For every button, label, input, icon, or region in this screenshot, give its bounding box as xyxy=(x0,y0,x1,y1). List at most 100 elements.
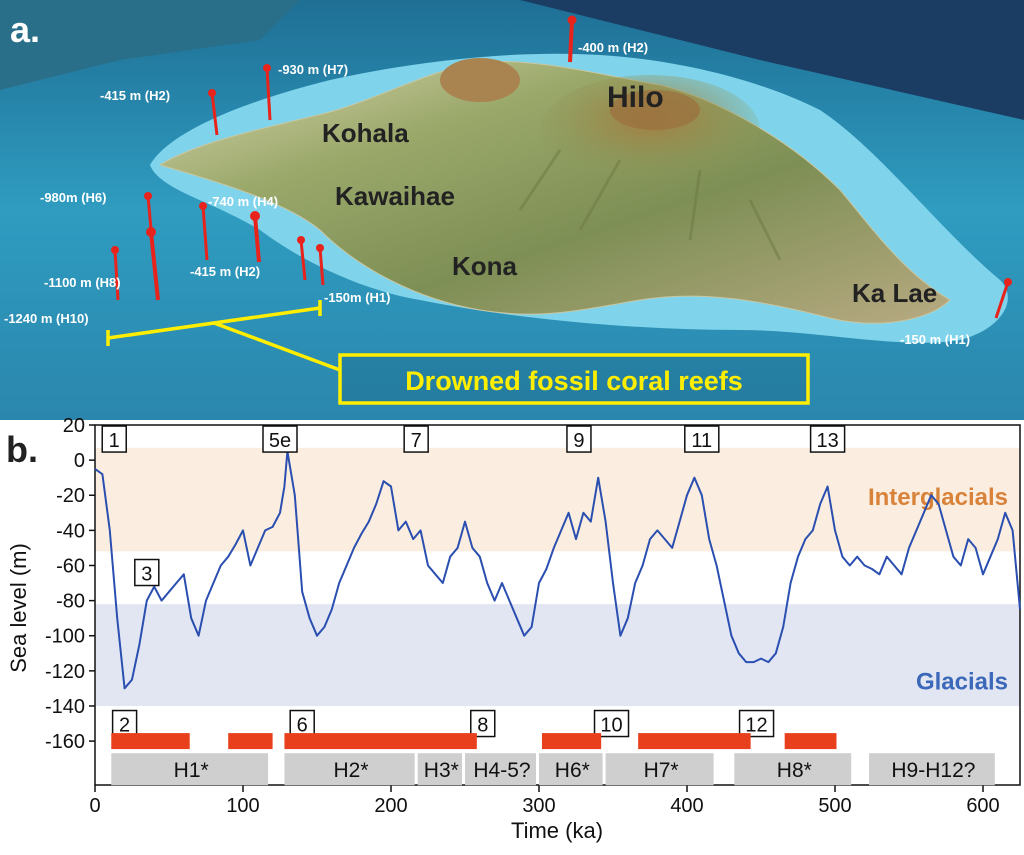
reef-unit-bar xyxy=(539,753,603,786)
mis-label: 1 xyxy=(109,430,120,452)
reef-unit-label: H8* xyxy=(777,759,812,782)
band-0 xyxy=(95,447,1020,552)
x-tick-label: 200 xyxy=(374,795,407,817)
depth-label: -415 m (H2) xyxy=(190,264,260,279)
depth-label: -740 m (H4) xyxy=(208,194,278,209)
reef-marker xyxy=(994,278,1012,319)
mis-label: 7 xyxy=(411,430,422,452)
kohala-peak xyxy=(440,58,520,102)
band-1 xyxy=(95,604,1020,706)
reef-unit-bar xyxy=(734,753,852,786)
x-tick-label: 500 xyxy=(818,795,851,817)
y-tick-label: -20 xyxy=(56,485,85,507)
place-kona: Kona xyxy=(452,251,518,281)
reef-unit-label: H7* xyxy=(644,759,679,782)
y-tick-label: 0 xyxy=(74,450,85,472)
depth-label: -1100 m (H8) xyxy=(44,275,121,290)
depth-label: -400 m (H2) xyxy=(578,40,648,55)
band-label: Glacials xyxy=(916,669,1008,696)
panel-b-label: b. xyxy=(6,429,38,470)
reef-unit-label: H4-5? xyxy=(473,759,530,782)
mis-box xyxy=(289,709,315,738)
reef-unit-bar xyxy=(605,753,714,786)
depth-labels: -400 m (H2) -930 m (H7) -415 m (H2) -980… xyxy=(4,40,970,347)
reef-unit-label: H1* xyxy=(174,759,209,782)
reef-unit-bar xyxy=(284,753,415,786)
depth-label: -150 m (H1) xyxy=(900,332,970,347)
depth-label: -930 m (H7) xyxy=(278,62,348,77)
y-tick-label: -100 xyxy=(45,626,85,648)
mis-box xyxy=(738,709,775,738)
x-tick-label: 100 xyxy=(226,795,259,817)
reef-unit-bar xyxy=(869,753,995,786)
y-tick-label: -60 xyxy=(56,555,85,577)
panel-a-map: a. Hilo Kohala Kawaihae Kona Ka Lae -400… xyxy=(0,0,1024,420)
highstand-bar xyxy=(111,733,190,750)
x-tick-label: 400 xyxy=(670,795,703,817)
mis-label: 13 xyxy=(816,430,838,452)
reef-marker xyxy=(146,227,160,301)
mis-label: 10 xyxy=(600,715,622,737)
mis-box xyxy=(593,709,630,738)
callout-lines xyxy=(106,300,341,372)
mis-box xyxy=(470,709,496,738)
reef-marker xyxy=(567,15,577,63)
callout-box xyxy=(338,353,810,405)
mis-label: 8 xyxy=(477,715,488,737)
mis-box xyxy=(134,558,160,587)
mis-label: 9 xyxy=(573,430,584,452)
reef-unit-bar xyxy=(417,753,462,786)
highstand-bar xyxy=(228,733,273,750)
reef-unit-bar xyxy=(465,753,536,786)
mis-box xyxy=(262,425,298,453)
deep-ocean-west xyxy=(0,0,300,90)
reef-unit-label: H3* xyxy=(424,759,459,782)
lava-flows xyxy=(518,149,782,261)
callout-text: Drowned fossil coral reefs xyxy=(405,366,743,396)
mis-box xyxy=(566,425,592,453)
reef-marker xyxy=(250,211,261,263)
reef-marker xyxy=(208,89,219,136)
x-tick-label: 600 xyxy=(966,795,999,817)
place-ka-lae: Ka Lae xyxy=(852,278,937,308)
sea-level-line xyxy=(94,450,1021,690)
depth-label: -150m (H1) xyxy=(324,290,390,305)
mis-box xyxy=(101,425,127,453)
mis-box xyxy=(403,425,429,453)
mis-box xyxy=(111,709,138,738)
mis-label: 11 xyxy=(691,430,712,452)
mis-label: 3 xyxy=(141,564,152,586)
x-tick-label: 300 xyxy=(522,795,555,817)
mis-label: 5e xyxy=(269,430,291,452)
highstand-bar xyxy=(638,733,751,750)
y-tick-label: 20 xyxy=(63,415,85,437)
mis-box xyxy=(684,425,720,453)
reef-marker xyxy=(297,236,307,281)
x-axis-label: Time (ka) xyxy=(511,818,603,843)
place-kawaihae: Kawaihae xyxy=(335,181,455,211)
climate-bands: Interglacials Glacials xyxy=(95,447,1020,706)
reef-markers xyxy=(111,15,1012,319)
depth-label: -980m (H6) xyxy=(40,190,106,205)
mauna-loa-peak xyxy=(540,75,760,185)
y-tick-label: -120 xyxy=(45,661,85,683)
y-tick-label: -80 xyxy=(56,591,85,613)
reef-unit-bar xyxy=(111,753,269,786)
reef-marker xyxy=(316,244,325,286)
reef-marker xyxy=(111,246,120,301)
place-hilo: Hilo xyxy=(607,81,664,114)
y-tick-label: -160 xyxy=(45,731,85,753)
highstand-bars xyxy=(111,733,837,750)
summit xyxy=(610,90,700,130)
reef-unit-label: H9-H12? xyxy=(891,759,975,782)
depth-label: -1240 m (H10) xyxy=(4,311,89,326)
highstand-bar xyxy=(784,733,837,750)
mis-label: 6 xyxy=(297,715,308,737)
depth-label: -415 m (H2) xyxy=(100,88,170,103)
mis-label: 12 xyxy=(745,715,767,737)
y-axis-label: Sea level (m) xyxy=(6,543,31,673)
mis-label: 2 xyxy=(119,715,130,737)
